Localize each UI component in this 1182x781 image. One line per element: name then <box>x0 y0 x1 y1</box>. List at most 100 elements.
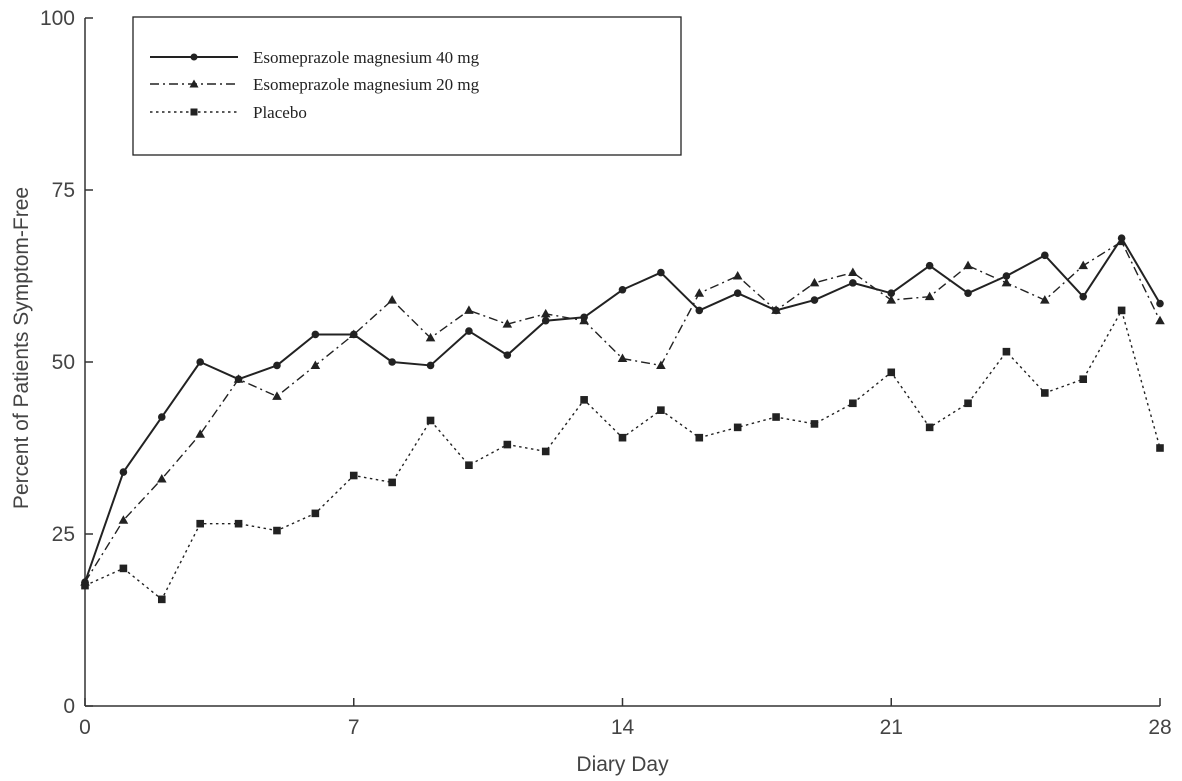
data-point <box>657 268 665 277</box>
data-point <box>541 316 550 325</box>
data-point <box>1002 347 1011 356</box>
series-0 <box>81 234 1164 586</box>
legend-marker-40mg <box>190 53 198 61</box>
legend-label-placebo: Placebo <box>253 103 307 122</box>
data-point <box>849 279 857 287</box>
data-point <box>465 327 473 335</box>
data-point <box>387 295 397 304</box>
data-point <box>465 461 473 469</box>
data-point <box>1156 299 1164 308</box>
data-point <box>503 440 512 449</box>
series-1 <box>80 236 1165 586</box>
x-tick-label: 28 <box>1148 716 1171 739</box>
data-point <box>733 289 742 298</box>
data-point <box>924 291 935 301</box>
x-tick-label: 14 <box>611 716 635 739</box>
data-point <box>617 353 628 363</box>
data-point <box>273 526 281 535</box>
data-point <box>732 271 743 280</box>
data-point <box>1079 292 1088 301</box>
data-point <box>809 277 820 287</box>
legend-label-40mg: Esomeprazole magnesium 40 mg <box>253 48 480 67</box>
data-point <box>349 471 358 480</box>
legend-box <box>132 16 682 156</box>
data-point <box>118 515 129 524</box>
data-point <box>810 296 819 304</box>
data-point <box>1078 260 1089 270</box>
data-point <box>157 595 166 604</box>
data-point <box>388 358 396 366</box>
data-point <box>694 288 705 297</box>
data-point <box>1116 236 1127 246</box>
data-point <box>272 391 282 400</box>
legend-label-20mg: Esomeprazole magnesium 20 mg <box>253 75 480 94</box>
data-point <box>311 509 320 518</box>
y-tick-label: 25 <box>52 523 75 546</box>
data-point <box>1041 389 1049 397</box>
y-tick-label: 0 <box>63 695 75 718</box>
data-point <box>925 261 934 270</box>
data-point <box>426 361 435 370</box>
data-point <box>195 429 205 438</box>
legend-marker-placebo <box>190 108 198 116</box>
data-point <box>1040 295 1050 304</box>
data-point <box>580 396 588 404</box>
data-point <box>772 413 780 421</box>
data-point <box>1117 306 1126 315</box>
y-tick-label: 50 <box>52 351 75 374</box>
x-tick-label: 0 <box>79 716 91 739</box>
data-point <box>618 433 627 442</box>
data-point <box>119 468 128 476</box>
data-point <box>541 447 550 456</box>
y-axis-title: Percent of Patients Symptom-Free <box>10 187 33 509</box>
data-point <box>388 478 396 487</box>
data-point <box>196 358 204 366</box>
data-point <box>887 289 896 298</box>
series-layer <box>80 234 1165 604</box>
data-point <box>156 473 167 483</box>
legend: Esomeprazole magnesium 40 mg Esomeprazol… <box>132 16 682 156</box>
series-2 <box>81 306 1164 604</box>
data-point <box>1079 375 1088 383</box>
data-point <box>656 360 666 369</box>
data-point <box>1002 272 1011 280</box>
data-point <box>849 399 857 408</box>
x-axis-title: Diary Day <box>576 753 669 776</box>
data-point <box>502 319 513 328</box>
data-point <box>348 329 359 338</box>
data-point <box>848 267 858 277</box>
data-point <box>503 351 512 359</box>
data-point <box>81 581 89 590</box>
data-point <box>425 332 436 342</box>
data-point <box>426 416 435 425</box>
data-point <box>810 420 819 428</box>
y-tick-label: 75 <box>52 179 75 202</box>
data-point <box>925 423 934 432</box>
data-point <box>1156 444 1164 452</box>
data-point <box>887 368 896 377</box>
data-point <box>964 289 972 298</box>
data-point <box>657 406 665 414</box>
data-point <box>964 399 972 408</box>
data-point <box>1155 315 1165 325</box>
data-point <box>540 308 551 318</box>
data-point <box>119 564 128 573</box>
data-point <box>733 423 742 432</box>
data-point <box>464 305 474 314</box>
data-point <box>157 413 166 421</box>
data-point <box>196 519 204 528</box>
x-tick-label: 21 <box>880 716 903 739</box>
data-point <box>579 315 589 325</box>
x-tick-label: 7 <box>348 716 360 739</box>
data-point <box>963 260 973 270</box>
data-point <box>311 330 320 339</box>
data-point <box>1041 251 1049 260</box>
data-point <box>310 360 321 369</box>
data-point <box>771 305 781 314</box>
data-point <box>886 295 897 304</box>
legend-marker-20mg <box>189 79 199 88</box>
data-point <box>695 433 704 442</box>
data-point <box>233 374 244 383</box>
y-tick-label: 100 <box>40 7 75 30</box>
